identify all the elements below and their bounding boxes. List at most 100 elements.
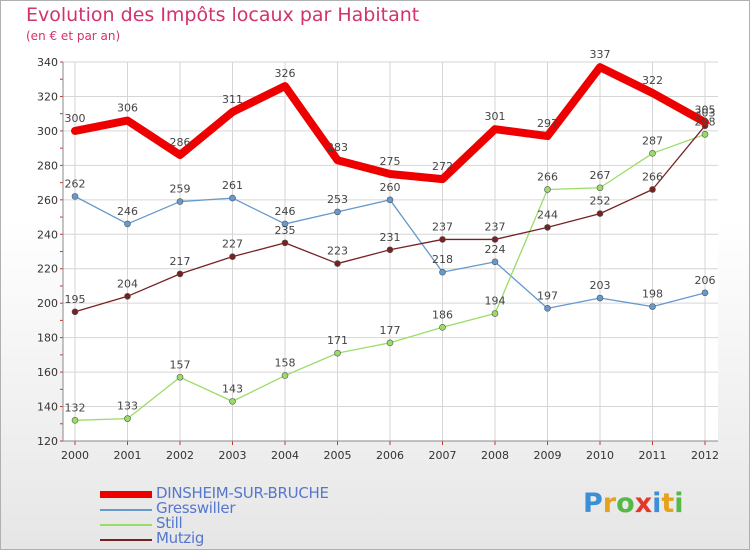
x-tick-label: 2007 — [429, 449, 457, 462]
data-label-mutzig: 227 — [222, 238, 243, 251]
y-tick-label: 320 — [37, 90, 58, 103]
data-label-dinsheim-sur-bruche: 272 — [432, 160, 453, 173]
y-tick-label: 120 — [37, 435, 58, 448]
data-label-dinsheim-sur-bruche: 301 — [485, 110, 506, 123]
data-point-gresswiller — [701, 289, 709, 297]
data-point-still — [124, 415, 131, 422]
data-label-mutzig: 223 — [327, 245, 348, 258]
data-label-still: 298 — [695, 115, 716, 128]
data-point-mutzig — [439, 236, 446, 243]
data-label-still: 266 — [537, 170, 558, 183]
logo-letter: P — [583, 488, 603, 519]
data-label-dinsheim-sur-bruche: 300 — [65, 112, 86, 125]
data-point-still — [649, 150, 656, 157]
x-tick-label: 2001 — [114, 449, 142, 462]
data-point-mutzig — [124, 292, 131, 300]
logo-letter: o — [616, 488, 635, 519]
data-point-still — [491, 310, 499, 317]
data-label-gresswiller: 246 — [117, 205, 138, 218]
y-tick-label: 200 — [37, 297, 58, 310]
x-tick-label: 2011 — [639, 449, 667, 462]
data-point-gresswiller — [439, 268, 446, 276]
data-label-gresswiller: 206 — [695, 274, 716, 287]
data-label-still: 132 — [65, 401, 86, 414]
data-point-mutzig — [229, 253, 236, 260]
y-tick-label: 240 — [37, 228, 58, 241]
data-label-mutzig: 217 — [170, 255, 191, 268]
data-point-gresswiller — [334, 208, 341, 216]
data-point-gresswiller — [544, 305, 551, 312]
data-label-mutzig: 204 — [117, 277, 138, 290]
data-point-still — [701, 131, 709, 138]
logo-letter: r — [602, 488, 617, 519]
data-label-mutzig: 237 — [432, 220, 453, 233]
data-point-gresswiller — [71, 193, 79, 200]
data-label-dinsheim-sur-bruche: 297 — [537, 117, 558, 130]
y-tick-label: 300 — [37, 125, 58, 138]
legend-swatch — [100, 509, 152, 511]
series-line-dinsheim-sur-bruche — [71, 63, 709, 184]
data-point-mutzig — [544, 224, 551, 231]
data-point-gresswiller — [491, 258, 499, 266]
data-label-still: 194 — [485, 295, 506, 308]
data-label-dinsheim-sur-bruche: 322 — [642, 74, 663, 87]
data-point-mutzig — [71, 308, 79, 316]
data-label-still: 143 — [222, 382, 243, 395]
data-label-gresswiller: 218 — [432, 253, 453, 266]
data-point-gresswiller — [281, 220, 289, 228]
logo-letter: t — [661, 488, 675, 519]
y-tick-label: 140 — [37, 401, 58, 414]
data-label-still: 157 — [170, 358, 191, 371]
data-point-mutzig — [176, 270, 184, 278]
data-point-mutzig — [649, 186, 656, 193]
data-point-still — [281, 372, 289, 379]
x-tick-label: 2008 — [481, 449, 509, 462]
y-tick-label: 180 — [37, 332, 58, 345]
data-point-still — [176, 373, 184, 381]
logo-letter: i — [652, 488, 662, 519]
data-point-still — [596, 184, 604, 192]
y-tick-label: 280 — [37, 159, 58, 172]
legend-swatch — [100, 539, 152, 541]
data-point-still — [386, 339, 394, 347]
data-point-gresswiller — [176, 198, 184, 205]
data-label-dinsheim-sur-bruche: 306 — [117, 102, 138, 115]
y-tick-label: 220 — [37, 263, 58, 276]
x-tick-label: 2000 — [61, 449, 89, 462]
x-tick-label: 2006 — [376, 449, 404, 462]
x-tick-label: 2012 — [691, 449, 719, 462]
data-point-mutzig — [596, 210, 604, 217]
data-point-still — [71, 417, 79, 424]
data-label-gresswiller: 203 — [590, 279, 611, 292]
legend-swatch — [100, 491, 152, 498]
data-label-still: 171 — [327, 334, 348, 347]
y-tick-label: 340 — [37, 56, 58, 69]
data-label-mutzig: 252 — [590, 195, 611, 208]
data-label-still: 267 — [590, 169, 611, 182]
chart-title: Evolution des Impôts locaux par Habitant — [26, 4, 420, 26]
data-label-gresswiller: 224 — [485, 243, 506, 256]
data-point-gresswiller — [229, 194, 236, 202]
data-label-dinsheim-sur-bruche: 326 — [275, 67, 296, 80]
x-tick-label: 2004 — [271, 449, 299, 462]
data-label-dinsheim-sur-bruche: 311 — [222, 93, 243, 106]
data-label-gresswiller: 197 — [537, 289, 558, 302]
logo-letter: i — [674, 488, 684, 519]
legend-label: DINSHEIM-SUR-BRUCHE — [156, 484, 329, 502]
data-label-gresswiller: 262 — [65, 177, 86, 190]
x-tick-label: 2009 — [534, 449, 562, 462]
y-tick-label: 160 — [37, 366, 58, 379]
data-label-dinsheim-sur-bruche: 286 — [170, 136, 191, 149]
data-label-mutzig: 266 — [642, 170, 663, 183]
x-tick-label: 2010 — [586, 449, 614, 462]
data-label-gresswiller: 259 — [170, 183, 191, 196]
data-label-mutzig: 195 — [65, 293, 86, 306]
legend-swatch — [100, 524, 152, 526]
data-point-mutzig — [386, 246, 394, 254]
logo-letter: x — [634, 488, 653, 519]
data-point-gresswiller — [124, 220, 131, 228]
data-label-still: 287 — [642, 134, 663, 147]
chart-subtitle: (en € et par an) — [26, 29, 121, 43]
data-point-still — [439, 323, 446, 331]
data-label-mutzig: 237 — [485, 220, 506, 233]
